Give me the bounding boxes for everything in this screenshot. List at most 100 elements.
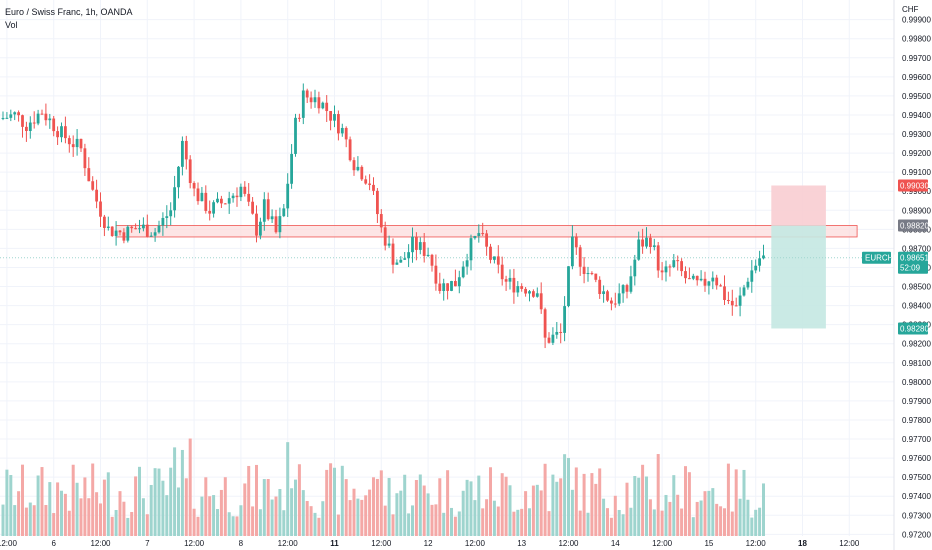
volume-bar [336, 514, 340, 536]
candle-body [629, 276, 633, 292]
candle-body [340, 127, 344, 134]
volume-bar [227, 512, 231, 536]
volume-bar [110, 516, 114, 536]
volume-bar [524, 491, 528, 536]
volume-bar [625, 482, 629, 536]
stop-price-badge: 0.99030 [900, 181, 929, 190]
candle-body [742, 287, 746, 296]
candle-body [379, 214, 383, 228]
price-tick-label: 0.99200 [902, 149, 931, 158]
volume-bar [465, 479, 469, 536]
volume-bar [44, 505, 48, 536]
price-tick-label: 0.98400 [902, 302, 931, 311]
volume-bar [188, 438, 192, 536]
volume-bar [204, 477, 208, 536]
volume-bar [126, 517, 130, 536]
volume-bar [297, 464, 301, 536]
candle-body [356, 166, 360, 171]
price-tick-label: 0.98100 [902, 359, 931, 368]
volume-bar [286, 442, 290, 536]
volume-bar [21, 464, 24, 536]
candle-body [582, 266, 586, 274]
candle-body [282, 208, 286, 217]
volume-bar [726, 463, 730, 536]
candle-body [192, 183, 196, 189]
price-axis[interactable]: CHF 0.99900 0.99800 0.99700 0.99600 0.99500 0.… [893, 0, 932, 550]
candle-body [157, 225, 161, 233]
volume-bar [457, 511, 461, 536]
candle-body [645, 237, 648, 247]
volume-indicator-label[interactable]: Vol [5, 20, 18, 30]
volume-bar [699, 500, 703, 536]
candle-body [36, 113, 40, 124]
volume-bar [32, 505, 36, 536]
candle-body [106, 226, 110, 228]
volume-bar [40, 467, 44, 536]
candle-body [13, 112, 17, 115]
time-tick-label: 12:00 [184, 539, 205, 548]
volume-bar [559, 478, 563, 536]
candle-body [114, 230, 118, 236]
candle-body [305, 90, 309, 98]
candle-body [504, 279, 508, 282]
candle-body [524, 288, 527, 294]
candle-body [454, 281, 457, 287]
last-price-badge-background [898, 251, 928, 274]
candle-body [348, 139, 352, 161]
volume-bar [446, 470, 450, 536]
volume-bar [278, 489, 282, 536]
volume-bar [60, 490, 63, 536]
candle-body [231, 195, 235, 199]
volume-bar [578, 510, 582, 536]
volume-bar [711, 488, 715, 536]
volume-bar [594, 483, 598, 536]
volume-bar [75, 482, 79, 536]
volume-bar [742, 469, 746, 536]
candle-body [223, 203, 227, 205]
candle-body [395, 262, 399, 265]
volume-bar [305, 501, 309, 536]
candle-body [28, 122, 32, 131]
volume-bar [274, 496, 278, 536]
candle-body [411, 236, 414, 253]
candle-body [539, 293, 543, 310]
candle-body [56, 131, 59, 138]
candle-body [142, 224, 145, 229]
candle-body [691, 275, 695, 279]
candle-body [301, 90, 305, 118]
volume-bar [403, 474, 407, 536]
candle-body [578, 247, 582, 267]
candle-body [738, 295, 742, 306]
volume-bar [169, 467, 173, 536]
candle-body [376, 190, 379, 215]
candle-body [204, 192, 208, 211]
volume-bar [676, 494, 680, 536]
volume-bar [114, 509, 118, 536]
candle-body [383, 227, 387, 246]
candle-body [64, 126, 67, 139]
candle-body [520, 286, 524, 289]
time-axis[interactable]: 12:00 6 12:00 7 12:00 8 12:00 11 12:00 12 12:00 13 1… [0, 539, 860, 548]
volume-bar [56, 482, 60, 536]
volume-bar [750, 517, 754, 536]
candle-body [621, 285, 625, 294]
volume-bar [613, 495, 617, 536]
candle-body [138, 228, 141, 230]
volume-bar [5, 469, 9, 536]
candle-body [418, 242, 422, 250]
candle-body [574, 236, 578, 248]
candle-body [746, 281, 750, 288]
candle-body [489, 246, 492, 260]
candle-body [294, 117, 297, 154]
price-tick-label: 0.97200 [902, 530, 931, 539]
candle-body [730, 300, 734, 306]
symbol-badge: EURCHF [865, 254, 898, 263]
volume-bar [481, 508, 485, 536]
volume-bar [270, 499, 274, 536]
target-price-badge: 0.98280 [900, 324, 929, 333]
candle-body [649, 237, 652, 248]
price-tick-label: 0.97800 [902, 416, 931, 425]
symbol-title[interactable]: Euro / Swiss Franc, 1h, OANDA [5, 7, 133, 17]
